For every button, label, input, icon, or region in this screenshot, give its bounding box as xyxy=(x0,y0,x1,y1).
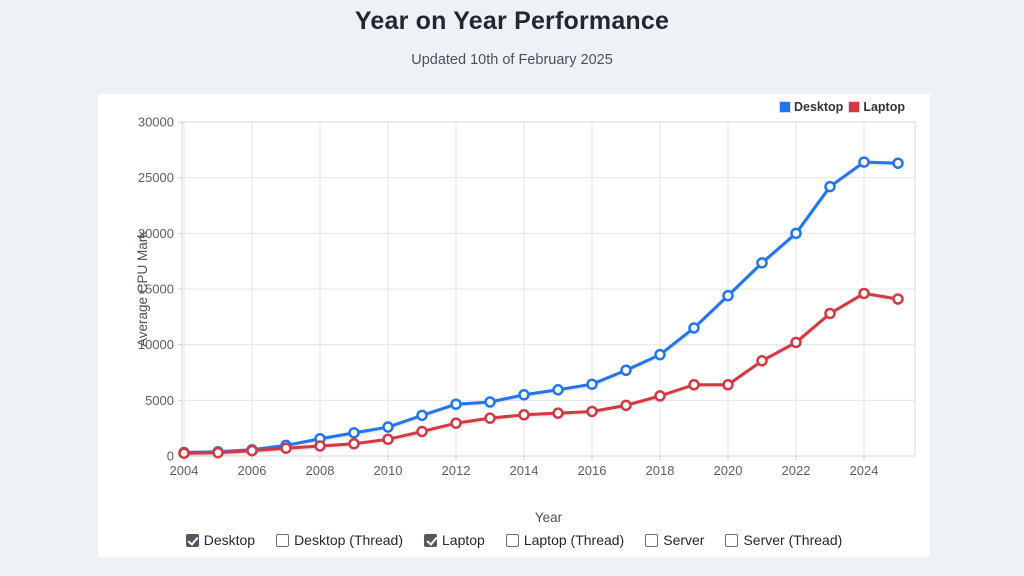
chart-legend: Desktop Laptop xyxy=(780,100,905,114)
data-point-laptop-2020[interactable] xyxy=(722,378,734,391)
data-point-desktop-2010[interactable] xyxy=(382,421,394,433)
series-line-desktop xyxy=(182,160,900,455)
series-toggle-server-thread[interactable]: Server (Thread) xyxy=(725,532,842,548)
legend-label-laptop: Laptop xyxy=(863,100,905,114)
page-subtitle: Updated 10th of February 2025 xyxy=(411,52,613,68)
data-point-desktop-2009[interactable] xyxy=(348,427,360,439)
legend-label-desktop: Desktop xyxy=(794,100,844,114)
legend-swatch-desktop-icon xyxy=(780,102,790,112)
checkbox-label-laptop: Laptop xyxy=(442,532,485,548)
checkbox-label-laptop-thread: Laptop (Thread) xyxy=(523,532,625,548)
data-point-desktop-2020[interactable] xyxy=(722,289,734,302)
data-point-laptop-2009[interactable] xyxy=(348,438,360,450)
checkbox-label-desktop: Desktop xyxy=(203,532,256,548)
x-tick-label-2010: 2010 xyxy=(374,463,403,478)
x-tick-label-2022: 2022 xyxy=(782,463,811,478)
y-tick-label-20000: 20000 xyxy=(138,226,174,241)
checkbox-server-thread[interactable] xyxy=(725,533,739,547)
checkbox-laptop[interactable] xyxy=(424,533,437,547)
data-point-laptop-2013[interactable] xyxy=(484,412,496,424)
checkbox-desktop-thread[interactable] xyxy=(276,533,290,547)
y-tick-label-5000: 5000 xyxy=(145,393,174,408)
data-point-laptop-2015[interactable] xyxy=(552,407,564,419)
checkbox-laptop-thread[interactable] xyxy=(505,533,519,547)
series-toggle-row: Desktop Desktop (Thread) Laptop Laptop (Thr… xyxy=(98,532,930,548)
data-point-laptop-2007[interactable] xyxy=(280,442,292,454)
data-point-laptop-2010[interactable] xyxy=(382,433,394,446)
data-point-desktop-2013[interactable] xyxy=(484,396,496,408)
data-point-desktop-2015[interactable] xyxy=(552,384,564,396)
data-point-desktop-2022[interactable] xyxy=(790,227,802,240)
data-point-laptop-2021[interactable] xyxy=(756,355,768,367)
series-line-laptop xyxy=(182,291,900,455)
legend-item-laptop: Laptop xyxy=(849,100,905,114)
x-tick-label-2008: 2008 xyxy=(306,463,335,478)
x-tick-label-2006: 2006 xyxy=(238,463,267,478)
chart-card: Desktop Laptop Average CPU Mark 0 5000 1000… xyxy=(98,94,930,557)
data-point-laptop-2018[interactable] xyxy=(654,390,666,402)
series-toggle-server[interactable]: Server xyxy=(645,532,704,548)
y-tick-label-15000: 15000 xyxy=(138,282,174,297)
series-toggle-laptop[interactable]: Laptop xyxy=(424,532,485,548)
data-point-laptop-2011[interactable] xyxy=(416,425,428,438)
x-tick-label-2014: 2014 xyxy=(510,463,539,478)
legend-item-desktop: Desktop xyxy=(780,100,843,114)
data-point-desktop-2024[interactable] xyxy=(858,156,870,168)
x-tick-label-2016: 2016 xyxy=(578,463,607,478)
series-toggle-desktop[interactable]: Desktop xyxy=(185,532,256,548)
data-point-laptop-2004[interactable] xyxy=(178,447,190,459)
legend-swatch-laptop-icon xyxy=(849,102,860,112)
plot-border xyxy=(181,121,916,457)
checkbox-server[interactable] xyxy=(645,533,659,547)
data-point-desktop-2018[interactable] xyxy=(654,348,666,361)
checkbox-label-server-thread: Server (Thread) xyxy=(743,532,843,548)
data-point-desktop-2021[interactable] xyxy=(756,257,768,269)
data-point-laptop-2006[interactable] xyxy=(246,444,258,457)
data-point-laptop-2005[interactable] xyxy=(212,446,224,459)
x-tick-label-2018: 2018 xyxy=(646,463,675,478)
checkbox-label-desktop-thread: Desktop (Thread) xyxy=(294,532,403,548)
x-tick-label-2012: 2012 xyxy=(442,463,471,478)
y-tick-label-25000: 25000 xyxy=(138,170,174,185)
data-point-desktop-2014[interactable] xyxy=(518,389,530,401)
data-point-desktop-2011[interactable] xyxy=(416,409,428,422)
data-point-laptop-2008[interactable] xyxy=(314,440,326,452)
data-point-desktop-2025[interactable] xyxy=(892,157,904,169)
data-point-laptop-2016[interactable] xyxy=(586,405,598,418)
data-point-laptop-2025[interactable] xyxy=(892,293,904,305)
data-point-laptop-2014[interactable] xyxy=(518,409,530,421)
checkbox-desktop[interactable] xyxy=(185,533,199,547)
x-tick-label-2020: 2020 xyxy=(714,463,743,478)
data-point-laptop-2024[interactable] xyxy=(858,287,870,300)
y-tick-label-0: 0 xyxy=(167,449,174,464)
y-tick-label-10000: 10000 xyxy=(138,337,174,352)
data-point-desktop-2019[interactable] xyxy=(688,322,700,334)
data-point-laptop-2023[interactable] xyxy=(824,307,836,320)
data-point-laptop-2019[interactable] xyxy=(688,378,700,391)
data-point-desktop-2016[interactable] xyxy=(586,378,598,390)
x-tick-label-2024: 2024 xyxy=(850,463,879,478)
data-point-desktop-2012[interactable] xyxy=(450,398,462,410)
checkbox-label-server: Server xyxy=(663,532,705,548)
data-point-laptop-2022[interactable] xyxy=(790,336,802,349)
series-toggle-desktop-thread[interactable]: Desktop (Thread) xyxy=(276,532,403,548)
line-chart-canvas[interactable]: 0 5000 10000 15000 20000 25000 30000 2004 2006 20… xyxy=(98,94,930,557)
page-title: Year on Year Performance xyxy=(354,7,670,35)
x-tick-label-2004: 2004 xyxy=(170,463,199,478)
data-point-desktop-2017[interactable] xyxy=(620,364,632,377)
y-tick-label-30000: 30000 xyxy=(138,115,174,130)
data-point-desktop-2023[interactable] xyxy=(824,180,836,193)
data-point-laptop-2017[interactable] xyxy=(620,399,632,412)
data-point-laptop-2012[interactable] xyxy=(450,417,462,429)
x-axis-title: Year xyxy=(534,510,563,525)
series-toggle-laptop-thread[interactable]: Laptop (Thread) xyxy=(505,532,625,548)
